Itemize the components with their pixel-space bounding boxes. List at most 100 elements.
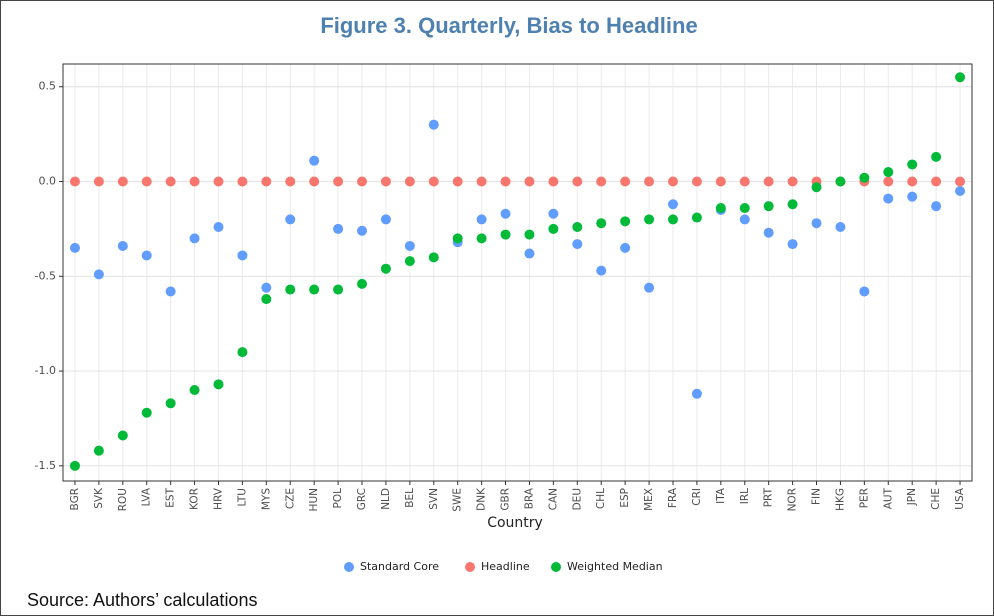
x-tick-label: MYS [260, 488, 272, 510]
point [93, 176, 104, 187]
point [500, 208, 511, 219]
legend-label: Weighted Median [567, 560, 663, 573]
point [333, 284, 344, 295]
point [787, 239, 798, 250]
x-tick-label: ESP [619, 488, 631, 508]
x-tick-label: FIN [811, 488, 823, 505]
point [261, 282, 272, 293]
x-tick-label: BEL [404, 488, 416, 508]
point [428, 252, 439, 263]
x-tick-label: PER [858, 488, 870, 508]
point [237, 250, 248, 261]
x-tick-label: HKG [834, 488, 846, 511]
x-tick-label: CRI [691, 488, 703, 506]
point [117, 240, 128, 251]
y-tick-label: 0.5 [39, 80, 57, 93]
point [404, 176, 415, 187]
point [165, 398, 176, 409]
point [357, 176, 368, 187]
x-tick-label: BRA [523, 487, 535, 509]
point [357, 225, 368, 236]
x-tick-label: BGR [69, 488, 81, 510]
point [835, 176, 846, 187]
point [309, 176, 320, 187]
point [667, 176, 678, 187]
x-tick-label: DNK [476, 487, 488, 511]
point [237, 347, 248, 358]
point [883, 176, 894, 187]
point [787, 199, 798, 210]
point [715, 203, 726, 214]
point [572, 239, 583, 250]
x-tick-label: KOR [189, 488, 201, 510]
point [476, 214, 487, 225]
point [644, 282, 655, 293]
legend-label: Headline [481, 560, 530, 573]
point [524, 248, 535, 259]
x-tick-label: SVK [93, 487, 105, 509]
point [787, 176, 798, 187]
x-tick-label: NOR [787, 488, 799, 511]
point [691, 176, 702, 187]
point [739, 214, 750, 225]
point [69, 242, 80, 253]
x-tick-label: CHL [595, 488, 607, 509]
point [931, 176, 942, 187]
point [380, 214, 391, 225]
point [309, 284, 320, 295]
x-tick-label: HUN [308, 488, 320, 511]
point [93, 269, 104, 280]
point [285, 284, 296, 295]
legend-swatch [344, 562, 354, 572]
point [596, 176, 607, 187]
point [285, 176, 296, 187]
point [644, 176, 655, 187]
x-tick-label: USA [954, 487, 966, 510]
x-tick-label: SVN [428, 488, 440, 510]
x-tick-label: SWE [452, 488, 464, 512]
point [907, 159, 918, 170]
point [93, 445, 104, 456]
point [213, 176, 224, 187]
point [739, 203, 750, 214]
point [596, 218, 607, 229]
point [548, 176, 559, 187]
x-tick-label: PRT [763, 487, 775, 507]
point [141, 407, 152, 418]
point [117, 176, 128, 187]
point [380, 176, 391, 187]
legend-label: Standard Core [360, 560, 439, 573]
point [596, 265, 607, 276]
x-tick-label: GRC [356, 488, 368, 510]
y-tick-label: 0.0 [39, 175, 57, 188]
point [261, 294, 272, 305]
point [309, 155, 320, 166]
point [500, 176, 511, 187]
point [739, 176, 750, 187]
point [955, 185, 966, 196]
point [548, 208, 559, 219]
point [955, 176, 966, 187]
point [955, 72, 966, 83]
point [380, 263, 391, 274]
point [69, 176, 80, 187]
point [859, 172, 870, 183]
point [644, 214, 655, 225]
point [237, 176, 248, 187]
point [691, 388, 702, 399]
point [572, 222, 583, 233]
point [261, 176, 272, 187]
point [763, 176, 774, 187]
y-tick-label: -1.5 [35, 459, 56, 472]
legend-swatch [551, 562, 561, 572]
point [883, 167, 894, 178]
point [548, 223, 559, 234]
point [117, 430, 128, 441]
point [620, 176, 631, 187]
point [572, 176, 583, 187]
y-tick-label: -0.5 [35, 269, 56, 282]
point [811, 218, 822, 229]
point [165, 176, 176, 187]
point [763, 227, 774, 238]
